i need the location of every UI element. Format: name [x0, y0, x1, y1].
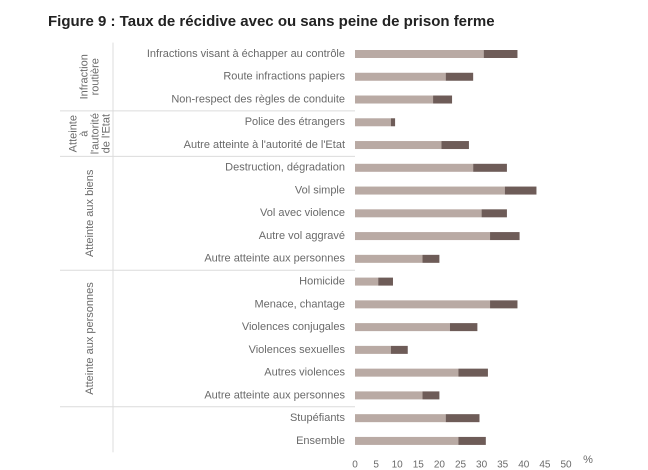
x-tick-label: 30	[476, 460, 488, 470]
group-label-line: routière	[89, 58, 101, 95]
bar-segment	[355, 141, 442, 150]
category-label: Menace, chantage	[254, 298, 345, 310]
x-tick-label: 35	[497, 460, 509, 470]
bar-segment	[473, 163, 507, 172]
category-label: Violences sexuelles	[249, 344, 346, 356]
bar-segment	[355, 391, 423, 400]
bar-segment	[355, 300, 491, 309]
category-label: Vol avec violence	[260, 207, 345, 219]
x-tick-label: 5	[373, 460, 379, 470]
chart-title: Figure 9 : Taux de récidive avec ou sans…	[48, 13, 495, 30]
category-label: Destruction, dégradation	[225, 162, 345, 174]
x-tick-label: 40	[518, 460, 530, 470]
x-tick-label: 10	[392, 460, 404, 470]
x-tick-label: 20	[434, 460, 446, 470]
group-label-line: Infraction	[78, 54, 90, 99]
x-tick-label: 25	[455, 460, 467, 470]
bar-segment	[355, 209, 482, 218]
category-label: Autre atteinte aux personnes	[204, 389, 345, 401]
bar-segment	[445, 414, 480, 423]
group-label-line: de l'Etat	[100, 114, 112, 153]
bar-segment	[433, 95, 453, 104]
category-label: Non-respect des règles de conduite	[171, 93, 345, 105]
bar-segment	[483, 50, 518, 58]
category-label: Infractions visant à échapper au contrôl…	[147, 48, 345, 60]
category-label: Ensemble	[296, 435, 345, 447]
bar-segment	[355, 254, 423, 263]
bar-segment	[441, 141, 469, 150]
category-label: Autres violences	[264, 367, 345, 379]
category-label: Stupéfiants	[290, 412, 346, 424]
bar-segment	[355, 323, 450, 332]
bar-segment	[355, 118, 391, 127]
x-axis-unit: %	[583, 454, 593, 466]
category-label: Vol simple	[295, 184, 345, 196]
bar-segment	[355, 232, 491, 241]
bar-segment	[490, 300, 518, 309]
bar-segment	[355, 414, 446, 423]
group-label: Atteinteàl'autoritéde l'Etat	[67, 113, 112, 154]
x-tick-label: 45	[539, 460, 551, 470]
bar-segment	[355, 186, 505, 195]
bar-segment	[449, 323, 478, 332]
bar-segment	[390, 118, 396, 127]
group-label: Infractionroutière	[78, 54, 101, 99]
bar-segment	[481, 209, 507, 218]
bar-segment	[355, 368, 459, 377]
bar-segment	[458, 368, 488, 377]
category-label: Violences conjugales	[242, 321, 346, 333]
group-label-line: à	[78, 130, 90, 137]
bar-segment	[445, 72, 474, 81]
category-label: Police des étrangers	[245, 116, 346, 128]
group-label-line: Atteinte aux biens	[84, 169, 96, 257]
category-label: Homicide	[299, 276, 345, 288]
group-label-line: Atteinte	[67, 115, 79, 152]
category-label: Autre atteinte aux personnes	[204, 253, 345, 265]
category-label: Route infractions papiers	[223, 71, 345, 83]
bar-segment	[355, 436, 459, 445]
bar-segment	[355, 163, 474, 172]
group-label: Atteinte aux biens	[84, 169, 96, 257]
group-label: Atteinte aux personnes	[84, 282, 96, 395]
group-label-line: l'autorité	[89, 113, 101, 154]
bar-segment	[355, 95, 434, 104]
category-label: Autre atteinte à l'autorité de l'Etat	[184, 139, 345, 151]
x-tick-label: 0	[352, 460, 358, 470]
bar-segment	[355, 50, 484, 58]
bar-segment	[378, 277, 393, 286]
bar-segment	[422, 254, 440, 263]
bar-segment	[355, 72, 446, 81]
x-tick-label: 15	[413, 460, 425, 470]
x-tick-label: 50	[560, 460, 572, 470]
bar-segment	[458, 436, 486, 445]
group-label-line: Atteinte aux personnes	[84, 282, 96, 395]
bar-segment	[390, 345, 408, 354]
category-label: Autre vol aggravé	[259, 230, 345, 242]
bar-segment	[422, 391, 440, 400]
bar-segment	[504, 186, 537, 195]
bar-segment	[490, 232, 520, 241]
bar-segment	[355, 277, 379, 286]
bar-segment	[355, 345, 391, 354]
